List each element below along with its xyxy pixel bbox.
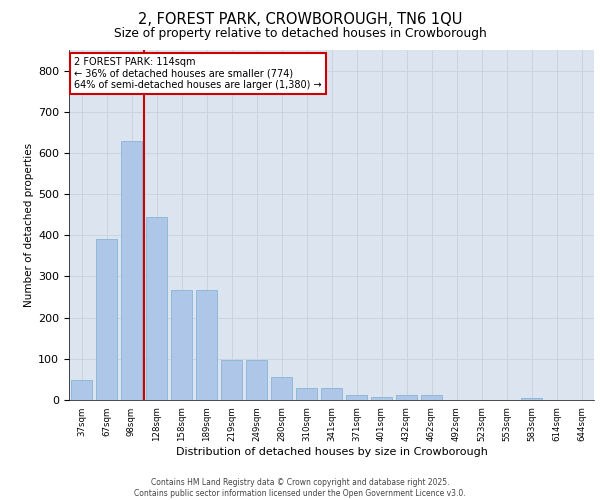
Bar [521, 398, 542, 400]
Text: Contains HM Land Registry data © Crown copyright and database right 2025.
Contai: Contains HM Land Registry data © Crown c… [134, 478, 466, 498]
Bar [371, 396, 392, 400]
Bar [196, 290, 217, 400]
Bar [121, 140, 142, 400]
Bar [421, 396, 442, 400]
Text: Size of property relative to detached houses in Crowborough: Size of property relative to detached ho… [113, 28, 487, 40]
Bar [246, 360, 267, 400]
Y-axis label: Number of detached properties: Number of detached properties [24, 143, 34, 307]
Bar [221, 360, 242, 400]
Bar [96, 240, 117, 400]
Bar [171, 290, 192, 400]
Bar [146, 217, 167, 400]
Bar [71, 380, 92, 400]
Text: 2 FOREST PARK: 114sqm
← 36% of detached houses are smaller (774)
64% of semi-det: 2 FOREST PARK: 114sqm ← 36% of detached … [74, 57, 322, 90]
X-axis label: Distribution of detached houses by size in Crowborough: Distribution of detached houses by size … [176, 446, 487, 456]
Text: 2, FOREST PARK, CROWBOROUGH, TN6 1QU: 2, FOREST PARK, CROWBOROUGH, TN6 1QU [138, 12, 462, 28]
Bar [346, 394, 367, 400]
Bar [271, 376, 292, 400]
Bar [321, 388, 342, 400]
Bar [396, 396, 417, 400]
Bar [296, 388, 317, 400]
